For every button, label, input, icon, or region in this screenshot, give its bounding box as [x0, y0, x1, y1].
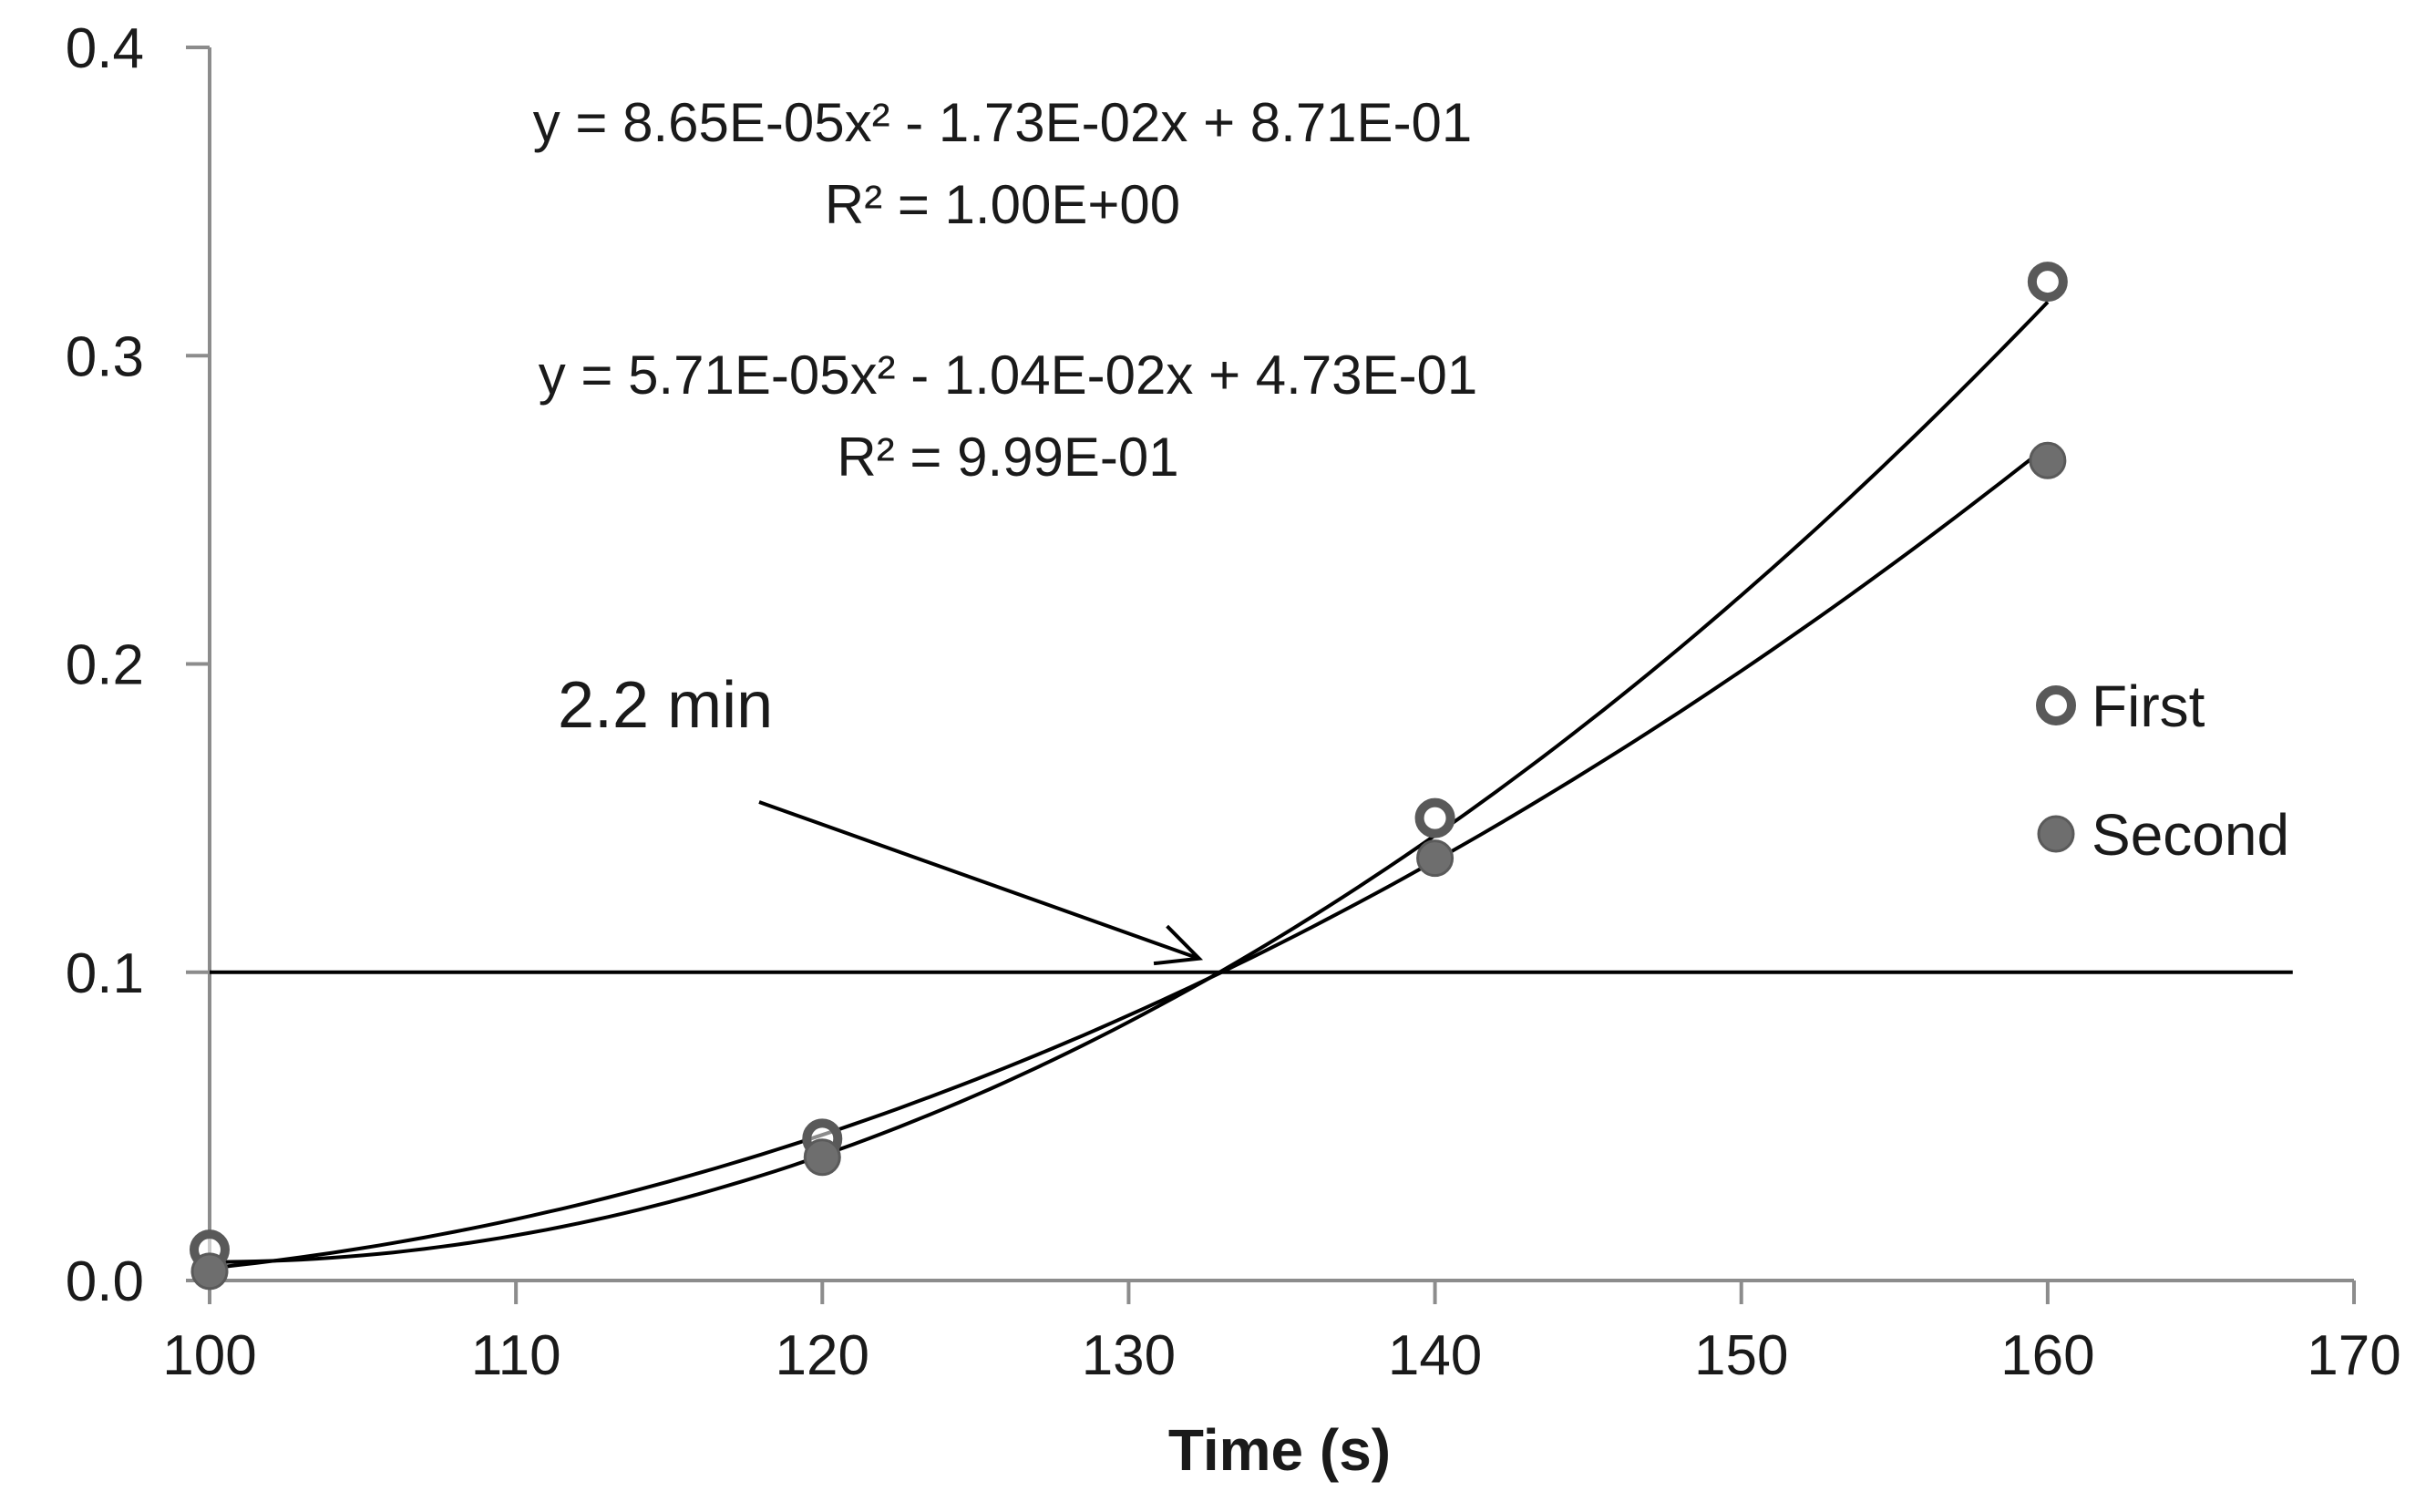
- x-axis-title: Time (s): [1168, 1417, 1391, 1483]
- point-first: [2027, 262, 2068, 303]
- trendline-first: [209, 301, 2050, 1264]
- point-second: [803, 1138, 841, 1177]
- x-ticks: 100 110 120 130 140 150 160 170: [162, 1281, 2401, 1387]
- x-tick-label: 100: [162, 1324, 256, 1387]
- point-second: [1416, 839, 1455, 878]
- trendlines: [209, 301, 2050, 1270]
- legend: First Second: [2036, 674, 2289, 868]
- y-tick-label: 0.0: [66, 1250, 144, 1313]
- annotation-arrow-head: [1153, 924, 1204, 966]
- point-second: [2029, 441, 2067, 479]
- trendline-second: [209, 444, 2050, 1270]
- axes: [208, 47, 2354, 1282]
- first-trendline-equation: y = 8.65E-05x² - 1.73E-02x + 8.71E-01: [533, 92, 1473, 153]
- annotation-label: 2.2 min: [558, 669, 773, 742]
- x-tick-label: 140: [1388, 1324, 1482, 1387]
- second-trendline-equation: y = 5.71E-05x² - 1.04E-02x + 4.73E-01: [539, 345, 1478, 406]
- y-tick-label: 0.3: [66, 325, 144, 388]
- legend-label-first: First: [2092, 674, 2205, 739]
- y-tick-label: 0.2: [66, 634, 144, 697]
- y-tick-label: 0.4: [66, 17, 144, 80]
- legend-marker-second: [2037, 815, 2075, 853]
- point-first: [1414, 797, 1455, 838]
- legend-label-second: Second: [2092, 802, 2289, 868]
- legend-marker-first: [2036, 685, 2076, 725]
- second-trendline-r2: R² = 9.99E-01: [837, 427, 1178, 488]
- y-ticks: 0.0 0.1 0.2 0.3 0.4: [66, 17, 210, 1313]
- point-second: [190, 1252, 229, 1291]
- x-tick-label: 150: [1694, 1324, 1788, 1387]
- x-tick-label: 110: [471, 1324, 561, 1387]
- y-tick-label: 0.1: [66, 942, 144, 1005]
- first-trendline-r2: R² = 1.00E+00: [825, 174, 1180, 235]
- x-tick-label: 130: [1082, 1324, 1176, 1387]
- x-tick-label: 160: [2000, 1324, 2094, 1387]
- x-tick-label: 170: [2307, 1324, 2400, 1387]
- x-tick-label: 120: [776, 1324, 869, 1387]
- data-points: [190, 262, 2068, 1291]
- annotation-arrow: [758, 800, 1204, 966]
- annotation-arrow-shaft: [758, 800, 1200, 961]
